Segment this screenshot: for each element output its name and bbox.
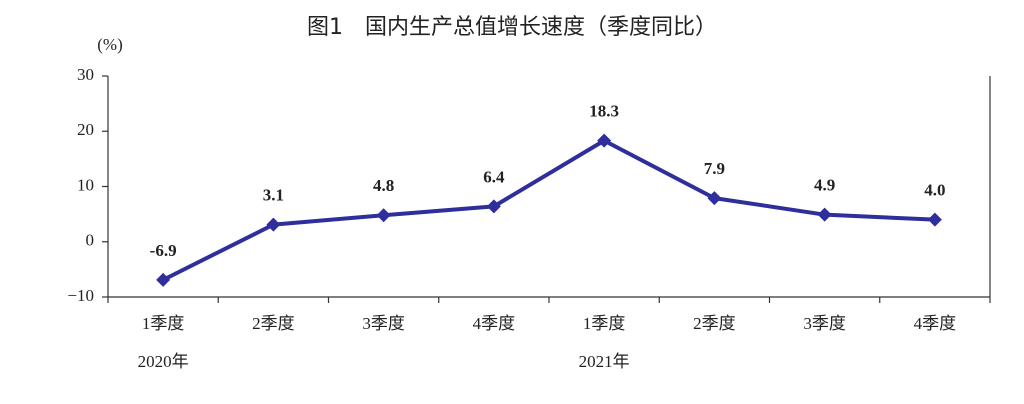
x-tick-label: 3季度 [803, 314, 846, 333]
x-tick-label: 4季度 [914, 314, 957, 333]
value-label: 4.9 [814, 176, 835, 195]
y-tick-label: −10 [67, 286, 94, 305]
marker [707, 191, 722, 206]
marker [486, 199, 501, 214]
x-group-label: 2021年 [579, 352, 630, 371]
x-tick-label: 4季度 [473, 314, 516, 333]
y-unit: (%) [97, 35, 122, 54]
x-tick-label: 3季度 [362, 314, 405, 333]
marker [266, 217, 281, 232]
value-label: 7.9 [704, 159, 725, 178]
x-tick-label: 1季度 [142, 314, 185, 333]
value-label: -6.9 [150, 241, 177, 260]
marker [597, 133, 612, 148]
y-tick-label: 20 [77, 120, 94, 139]
marker [817, 207, 832, 222]
marker [156, 272, 171, 287]
value-label: 18.3 [589, 102, 619, 121]
value-label: 4.0 [924, 181, 945, 200]
value-label: 3.1 [263, 186, 284, 205]
x-group-label: 2020年 [138, 352, 189, 371]
y-tick-label: 30 [77, 65, 94, 84]
x-tick-label: 2季度 [693, 314, 736, 333]
x-tick-label: 1季度 [583, 314, 626, 333]
value-label: 6.4 [483, 167, 505, 186]
value-label: 4.8 [373, 176, 394, 195]
line [162, 138, 935, 282]
chart-title: 图1 国内生产总值增长速度（季度同比） [307, 15, 717, 40]
x-tick-label: 2季度 [252, 314, 295, 333]
marker [927, 212, 942, 227]
y-tick-label: 0 [86, 231, 95, 250]
y-tick-label: 10 [77, 175, 94, 194]
marker [376, 208, 391, 223]
